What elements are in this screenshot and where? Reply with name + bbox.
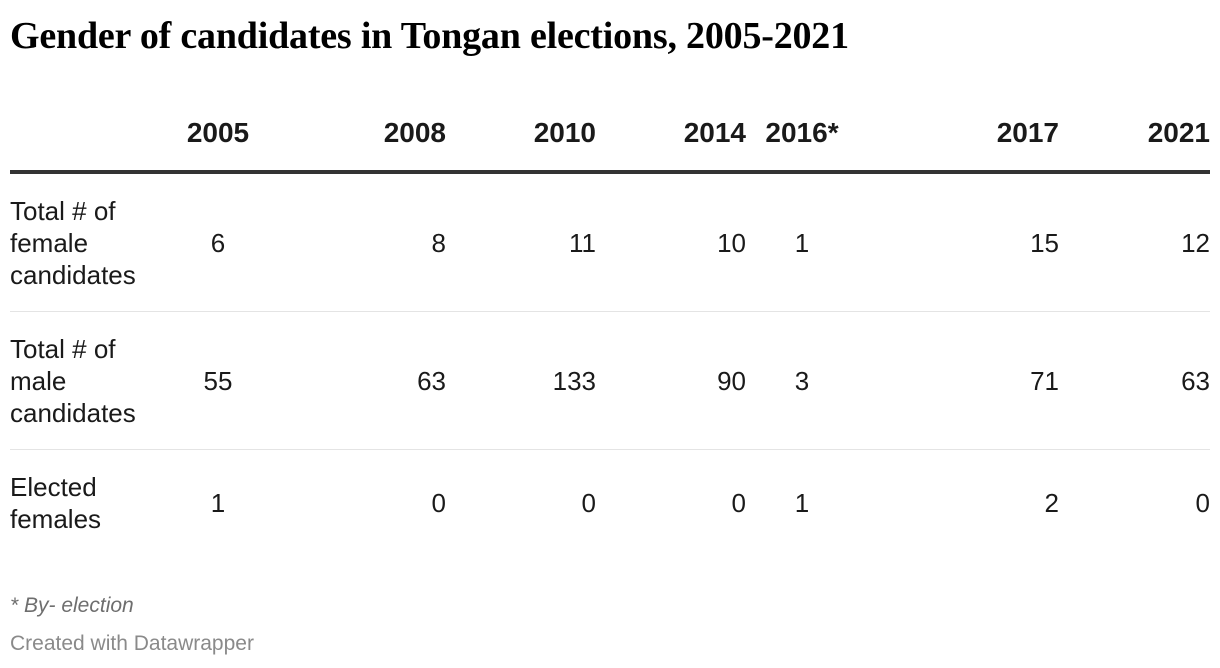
table-cell: 55: [146, 311, 290, 450]
row-label: Total # of female candidates: [10, 172, 146, 312]
chart-title: Gender of candidates in Tongan elections…: [10, 15, 849, 57]
column-header-2005: 2005: [146, 96, 290, 174]
table-cell: 15: [858, 172, 1059, 312]
table-cell: 3: [746, 311, 858, 450]
footnote: * By- election: [10, 594, 134, 617]
table-cell: 1: [794, 488, 810, 518]
table-cell: 63: [1059, 311, 1210, 450]
column-header-label: [10, 96, 146, 174]
table-cell: 90: [596, 311, 746, 450]
table-cell: 0: [581, 488, 596, 518]
column-header-2017: 2017: [858, 96, 1059, 174]
column-header-2016: 2016*: [746, 96, 858, 174]
table-cell: 0: [431, 488, 446, 518]
table-cell: 71: [858, 311, 1059, 450]
column-header-2008: 2008: [290, 96, 446, 174]
row-label: Total # of male candidates: [10, 311, 146, 450]
table-cell: 1: [210, 488, 226, 518]
table-cell: 8: [290, 172, 446, 312]
table-cell: 1: [746, 172, 858, 312]
table-cell: 0: [1195, 488, 1210, 518]
credit-text: Created with Datawrapper: [10, 632, 254, 655]
column-header-2021: 2021: [1059, 96, 1210, 174]
table-cell: 12: [1059, 172, 1210, 312]
header-row: 2005 2008 2010 2014 2016* 2017 2021: [10, 96, 1210, 174]
table-cell: 63: [290, 311, 446, 450]
column-header-2010: 2010: [446, 96, 596, 174]
table-row-female-candidates: Total # of female candidates 6 8 11 10 1…: [10, 172, 1210, 312]
table-cell: 0: [731, 488, 746, 518]
table-cell: 2: [1044, 488, 1059, 518]
table-cell: 133: [446, 311, 596, 450]
table-cell: 10: [596, 172, 746, 312]
table-row-elected-females: Elected females 1 0 0 0 1 2 0: [10, 450, 1210, 557]
column-header-2014: 2014: [596, 96, 746, 174]
table-cell: 6: [146, 172, 290, 312]
table-row-male-candidates: Total # of male candidates 55 63 133 90 …: [10, 311, 1210, 450]
table-cell: 11: [446, 172, 596, 312]
data-table: 2005 2008 2010 2014 2016* 2017 2021 Tota…: [10, 96, 1210, 556]
row-label: Elected females: [10, 472, 102, 534]
